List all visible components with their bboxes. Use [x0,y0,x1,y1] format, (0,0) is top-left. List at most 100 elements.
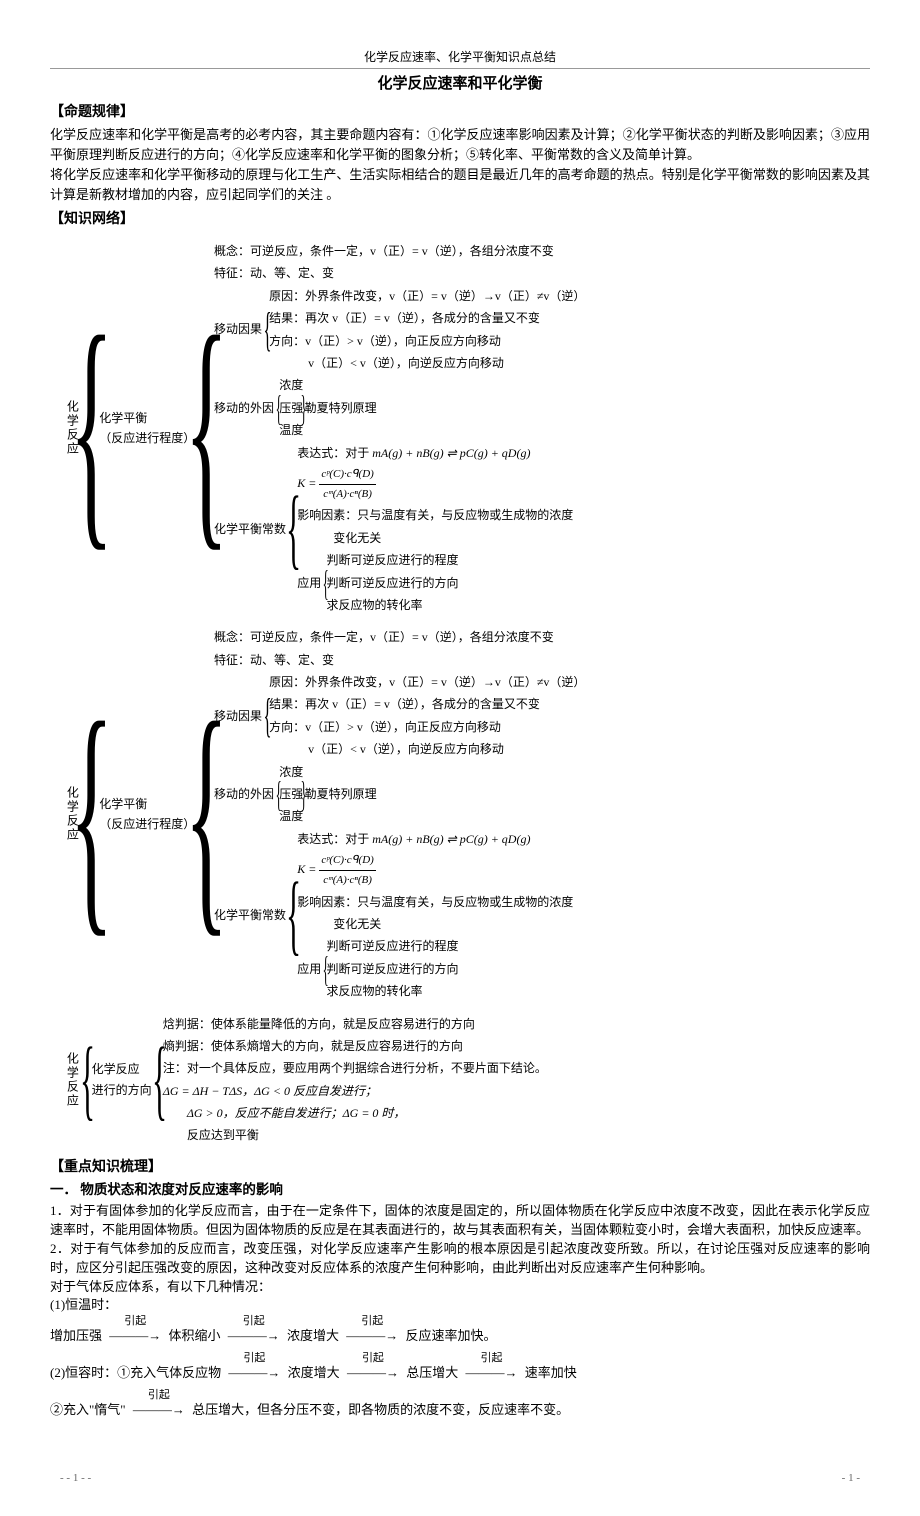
brace-icon: { [264,671,272,761]
brace-icon: { [70,626,114,1002]
tree2-l5c2: 变化无关 [297,913,573,935]
key-c1a: 增加压强 [50,1328,102,1343]
tree2-l3b: 结果：再次 v（正）= v（逆），各成分的含量又不变 [269,693,585,715]
tree1-l5d2: 判断可逆反应进行的方向 [327,572,459,594]
brace-icon: } [301,761,307,828]
arrow-base: ———→ [228,1328,280,1344]
doc-title: 化学反应速率和平化学衡 [50,73,870,96]
tree2-l5b-num: cᵖ(C)·cᑫ(D) [319,851,375,871]
arrow-top: 引起 [480,1351,502,1367]
tree2-l5a: 表达式：对于 mA(g) + nB(g) ⇌ pC(g) + qD(g) [297,828,573,850]
tree1-main-label: 化学平衡 [99,408,195,428]
key-sub1: 一． 物质状态和浓度对反应速率的影响 [50,1180,870,1200]
arrow-icon: 引起———→ [109,1327,161,1346]
tree1-l3a: 原因：外界条件改变，v（正）= v（逆）→v（正）≠v（逆） [269,285,585,307]
tree3-c: 注：对一个具体反应，要应用两个判据综合进行分析，不要片面下结论。 [163,1057,547,1079]
tree2-l5d1: 判断可逆反应进行的程度 [327,935,459,957]
brace-icon: { [185,626,229,1002]
arrow-icon: 引起———→ [465,1364,517,1383]
arrow-base: ———→ [109,1328,161,1344]
tree1-l5d3: 求反应物的转化率 [327,594,459,616]
doc-header: 化学反应速率、化学平衡知识点总结 [50,48,870,69]
arrow-icon: 引起———→ [228,1327,280,1346]
tree3-f: 反应达到平衡 [163,1124,547,1146]
tree1-l3b: 结果：再次 v（正）= v（逆），各成分的含量又不变 [269,307,585,329]
key-c2-flow: (2)恒容时：①充入气体反应物 引起———→ 浓度增大 引起———→ 总压增大 … [50,1364,870,1383]
tree1-l5b: K = cᵖ(C)·cᑫ(D) cᵐ(A)·cⁿ(B) [297,464,573,504]
tree2-l3c: 方向：v（正）> v（逆），向正反应方向移动 [269,716,585,738]
knowledge-tree-2: 化学反应 { 化学平衡 （反应进行程度） { 概念：可逆反应，条件一定，v（正）… [60,626,870,1002]
footer-right: - 1 - [842,1470,860,1487]
brace-icon: { [286,442,301,617]
tree2-l5b: K = cᵖ(C)·cᑫ(D) cᵐ(A)·cⁿ(B) [297,850,573,890]
key-heading: 【重点知识梳理】 [50,1157,870,1178]
brace-icon: { [264,285,272,375]
arrow-top: 引起 [361,1314,383,1330]
key-sub1-no: 一． [50,1182,77,1197]
key-c3a: 总压增大，但各分压不变，即各物质的浓度不变，反应速率不变。 [192,1402,569,1417]
brace-icon: { [276,761,282,828]
tree1-l4-tail: 勒夏特列原理 [305,374,381,441]
key-c1: (1)恒温时： [50,1296,870,1315]
key-c3: ②充入"惰气" [50,1402,126,1417]
section-1-heading: 【命题规律】 [50,102,870,123]
brace-icon: } [301,374,307,441]
tree1-l3c: 方向：v（正）> v（逆），向正反应方向移动 [269,330,585,352]
tree3-e: ΔG > 0，反应不能自发进行；ΔG = 0 时， [163,1102,547,1124]
tree1-l2: 特征：动、等、定、变 [214,262,585,284]
key-c1-flow: 增加压强 引起———→ 体积缩小 引起———→ 浓度增大 引起———→ 反应速率… [50,1327,870,1346]
tree1-l5c: 影响因素：只与温度有关，与反应物或生成物的浓度 [297,504,573,526]
arrow-icon: 引起———→ [133,1401,185,1420]
brace-icon: { [70,240,114,616]
tree3-main-l2: 进行的方向 [92,1080,152,1100]
tree2-main-sub: （反应进行程度） [99,814,195,834]
brace-icon: { [286,828,301,1003]
tree2-l5d2: 判断可逆反应进行的方向 [327,958,459,980]
knowledge-tree-1: 化学反应 { 化学平衡 （反应进行程度） { 概念：可逆反应，条件一定，v（正）… [60,240,870,616]
section-1-p2: 将化学反应速率和化学平衡移动的原理与化工生产、生活实际相结合的题目是最近几年的高… [50,165,870,205]
arrow-base: ———→ [347,1365,399,1381]
page-footer: - - 1 - - - 1 - [50,1470,870,1487]
tree1-l5a-eq: mA(g) + nB(g) ⇌ pC(g) + qD(g) [372,446,530,460]
key-c2: (2)恒容时：①充入气体反应物 [50,1365,221,1380]
arrow-top: 引起 [243,1314,265,1330]
tree1-main-sub: （反应进行程度） [99,428,195,448]
tree2-l4-tail: 勒夏特列原理 [305,761,381,828]
tree2-l5c: 影响因素：只与温度有关，与反应物或生成物的浓度 [297,891,573,913]
brace-icon: { [80,1013,95,1147]
tree3-main: 化学反应 进行的方向 [92,1013,156,1147]
tree2-l5a-eq: mA(g) + nB(g) ⇌ pC(g) + qD(g) [372,832,530,846]
key-c1d: 反应速率加快。 [406,1328,497,1343]
knowledge-tree-3: 化学反应 { 化学反应 进行的方向 { 焓判据：使体系能量降低的方向，就是反应容… [60,1013,870,1147]
key-c2a: 浓度增大 [288,1365,340,1380]
tree1-l5a-pre: 表达式：对于 [297,446,372,460]
key-c1b: 体积缩小 [169,1328,221,1343]
tree2-l3a: 原因：外界条件改变，v（正）= v（逆）→v（正）≠v（逆） [269,671,585,693]
arrow-base: ———→ [133,1402,185,1418]
section-1-p1: 化学反应速率和化学平衡是高考的必考内容，其主要命题内容有：①化学反应速率影响因素… [50,125,870,165]
key-c2c: 速率加快 [525,1365,577,1380]
tree2-l5b-den: cᵐ(A)·cⁿ(B) [319,871,375,890]
arrow-base: ———→ [228,1365,280,1381]
brace-icon: { [152,1013,167,1147]
arrow-top: 引起 [243,1351,265,1367]
tree1-l5c2: 变化无关 [297,527,573,549]
arrow-icon: 引起———→ [346,1327,398,1346]
brace-icon: { [276,374,282,441]
tree2-l5d3: 求反应物的转化率 [327,980,459,1002]
key-c3-flow: ②充入"惰气" 引起———→ 总压增大，但各分压不变，即各物质的浓度不变，反应速… [50,1401,870,1420]
brace-icon: { [323,935,329,1002]
tree3-b: 熵判据：使体系熵增大的方向，就是反应容易进行的方向 [163,1035,547,1057]
key-c2b: 总压增大 [406,1365,458,1380]
tree2-l5d-label: 应用 [297,935,325,1002]
arrow-base: ———→ [346,1328,398,1344]
tree1-l5d-label: 应用 [297,549,325,616]
arrow-top: 引起 [124,1314,146,1330]
arrow-top: 引起 [148,1388,170,1404]
key-p2: 2．对于有气体参加的反应而言，改变压强，对化学反应速率产生影响的根本原因是引起浓… [50,1240,870,1278]
tree2-l1: 概念：可逆反应，条件一定，v（正）= v（逆），各组分浓度不变 [214,626,585,648]
brace-icon: { [185,240,229,616]
arrow-top: 引起 [362,1351,384,1367]
tree3-d: ΔG = ΔH − TΔS，ΔG < 0 反应自发进行； [163,1080,547,1102]
tree1-l5a: 表达式：对于 mA(g) + nB(g) ⇌ pC(g) + qD(g) [297,442,573,464]
